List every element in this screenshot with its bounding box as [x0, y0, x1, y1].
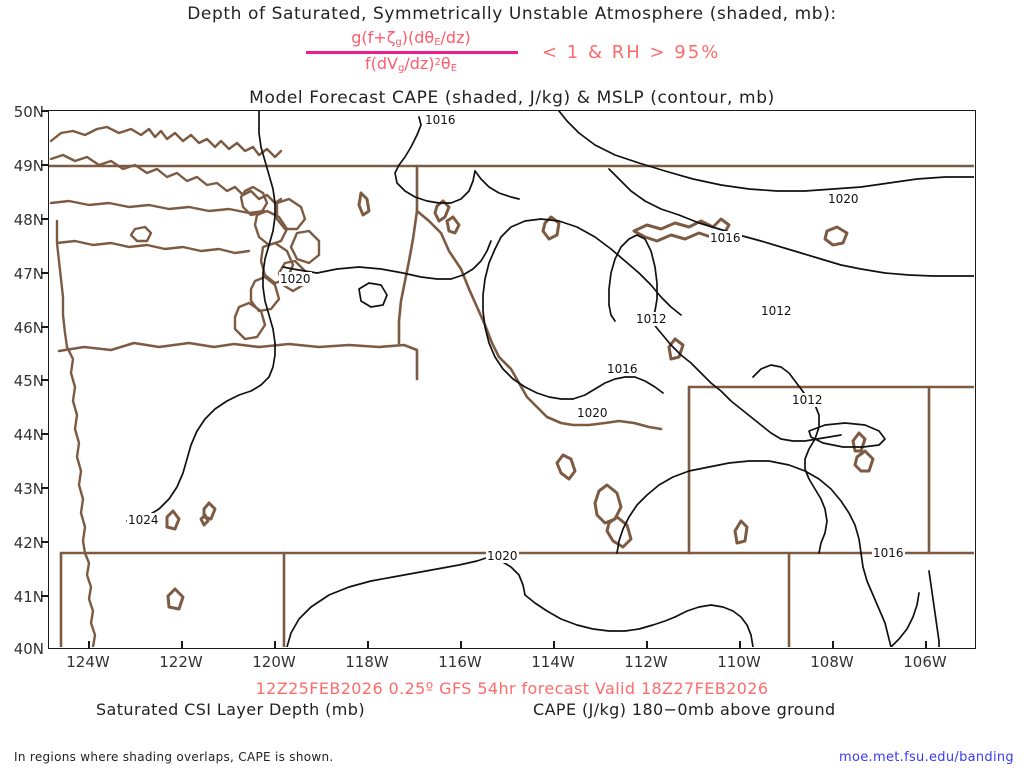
- lon-tick-mark: [553, 641, 555, 649]
- lat-tick-50n: 50N: [13, 103, 44, 121]
- denominator-v-subscript: g: [397, 63, 405, 74]
- lon-tick-108w: 108W: [810, 653, 854, 671]
- page-title-line3: Model Forecast CAPE (shaded, J/kg) & MSL…: [249, 88, 775, 108]
- lon-tick-mark: [460, 641, 462, 649]
- lat-tick-mark: [41, 595, 49, 597]
- contour-label: 1016: [709, 231, 742, 245]
- lon-tick-124w: 124W: [66, 653, 110, 671]
- contour-label: 1012: [791, 393, 824, 407]
- lat-tick-mark: [41, 272, 49, 274]
- denominator-theta-subscript: E: [450, 63, 458, 74]
- contour-label: 1020: [279, 272, 312, 286]
- inland-water-features: [165, 191, 875, 611]
- lat-tick-49n: 49N: [13, 157, 44, 175]
- lat-tick-41n: 41N: [13, 588, 44, 606]
- lon-tick-mark: [739, 641, 741, 649]
- source-url-link[interactable]: moe.met.fsu.edu/banding: [839, 750, 1014, 765]
- formula-denominator: f(dVg/dz)2θE: [296, 54, 526, 74]
- caption-cape: CAPE (J/kg) 180−0mb above ground: [533, 700, 836, 719]
- lon-tick-120w: 120W: [252, 653, 296, 671]
- numerator-part-c: /dz): [440, 28, 471, 47]
- criterion-inequality: < 1 & RH > 95%: [542, 42, 721, 63]
- state-borders: [49, 164, 974, 647]
- numerator-part-b: )(d: [401, 28, 425, 47]
- lat-tick-45n: 45N: [13, 372, 44, 390]
- lon-tick-mark: [925, 641, 927, 649]
- map-plot-area[interactable]: 1016 1020 1020 1016 1012 1012 1016 1012 …: [48, 110, 976, 649]
- lat-tick-mark: [41, 433, 49, 435]
- lon-tick-mark: [88, 641, 90, 649]
- denominator-part-b: /dz): [404, 54, 435, 73]
- lat-tick-46n: 46N: [13, 319, 44, 337]
- contour-label: 1016: [606, 362, 639, 376]
- contour-label: 1020: [576, 406, 609, 420]
- lat-tick-42n: 42N: [13, 534, 44, 552]
- lon-tick-116w: 116W: [438, 653, 482, 671]
- lon-tick-mark: [181, 641, 183, 649]
- lon-tick-122w: 122W: [159, 653, 203, 671]
- lat-tick-mark: [41, 379, 49, 381]
- overlap-footnote: In regions where shading overlaps, CAPE …: [14, 750, 334, 764]
- lat-tick-mark: [41, 541, 49, 543]
- lon-tick-118w: 118W: [345, 653, 389, 671]
- lon-tick-106w: 106W: [903, 653, 947, 671]
- contour-label: 1012: [760, 304, 793, 318]
- csi-criterion-formula: g(f+ζg)(dθE/dz) f(dVg/dz)2θE < 1 & RH > …: [296, 28, 816, 86]
- coastline: [49, 125, 321, 647]
- lat-tick-40n: 40N: [13, 640, 44, 658]
- caption-csi-depth: Saturated CSI Layer Depth (mb): [96, 700, 365, 719]
- contour-label: 1020: [486, 549, 519, 563]
- map-graphics: [49, 111, 974, 647]
- contour-label: 1020: [827, 192, 860, 206]
- lon-tick-mark: [274, 641, 276, 649]
- forecast-valid-line: 12Z25FEB2026 0.25º GFS 54hr forecast Val…: [255, 679, 769, 698]
- lat-tick-mark: [41, 326, 49, 328]
- denominator-theta: θ: [440, 54, 451, 73]
- lat-tick-44n: 44N: [13, 426, 44, 444]
- contour-label: 1016: [424, 113, 457, 127]
- denominator-part-a: f(dV: [364, 54, 398, 73]
- denominator-superscript: 2: [434, 57, 441, 68]
- lat-tick-mark: [41, 110, 49, 112]
- lon-tick-mark: [367, 641, 369, 649]
- contour-label: 1024: [127, 513, 160, 527]
- lat-tick-mark: [41, 218, 49, 220]
- numerator-zeta-subscript: g: [395, 37, 402, 48]
- lon-tick-mark: [832, 641, 834, 649]
- numerator-theta-subscript: E: [434, 37, 441, 48]
- lon-tick-110w: 110W: [717, 653, 761, 671]
- contour-label: 1012: [635, 312, 668, 326]
- lon-tick-114w: 114W: [531, 653, 575, 671]
- page-title-line1: Depth of Saturated, Symmetrically Unstab…: [187, 4, 837, 24]
- formula-numerator: g(f+ζg)(dθE/dz): [296, 28, 526, 48]
- lat-tick-47n: 47N: [13, 265, 44, 283]
- lat-tick-mark: [41, 487, 49, 489]
- lon-tick-mark: [646, 641, 648, 649]
- lat-tick-mark: [41, 164, 49, 166]
- lat-tick-48n: 48N: [13, 211, 44, 229]
- contour-label: 1016: [872, 546, 905, 560]
- numerator-part-a: g(f+: [351, 28, 387, 47]
- lon-tick-112w: 112W: [624, 653, 668, 671]
- numerator-theta: θ: [424, 28, 435, 47]
- numerator-zeta: ζ: [386, 28, 396, 47]
- lat-tick-43n: 43N: [13, 480, 44, 498]
- fraction-bar: [306, 51, 518, 54]
